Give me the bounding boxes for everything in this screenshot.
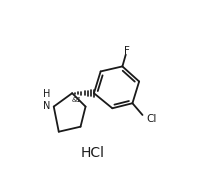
Text: F: F xyxy=(124,45,130,56)
Text: &1: &1 xyxy=(71,97,81,103)
Text: Cl: Cl xyxy=(147,114,157,124)
Text: H: H xyxy=(43,89,51,99)
Text: HCl: HCl xyxy=(80,147,104,161)
Text: N: N xyxy=(43,101,51,111)
